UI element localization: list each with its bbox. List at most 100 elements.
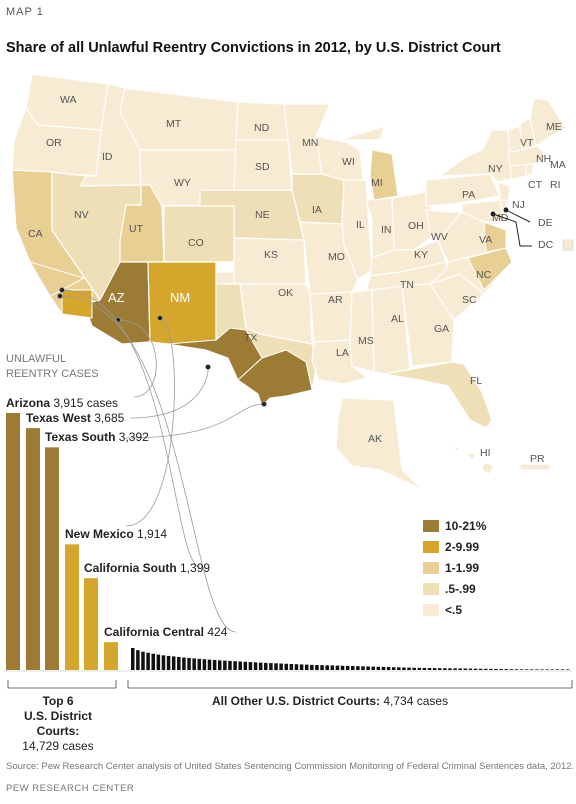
other-bars [131,648,570,670]
callout-line-6 [59,295,237,633]
state-AK [335,397,425,491]
bar-label-category: Texas West [26,411,91,426]
state-label-dc: DC [538,239,554,251]
bar-label-category: California South [84,561,177,576]
legend-swatch [423,604,439,616]
other-district-bar [320,665,324,670]
state-label-ky: KY [414,249,428,261]
bar-label-arizona: Arizona 3,915 cases [6,396,118,410]
top6-summary: Top 6 U.S. District Courts: 14,729 cases [8,694,108,754]
state-label-hi: HI [480,447,491,459]
other-district-bar [294,664,299,670]
state-label-la: LA [336,347,349,359]
state-label-wy: WY [174,177,191,189]
bar-arizona [6,413,20,670]
other-district-bar [192,658,196,670]
other-district-bar [417,667,422,670]
callout-dot-6 [57,293,63,299]
other-district-bar [386,667,391,670]
state-label-tn: TN [400,279,414,291]
callout-line-4 [125,317,175,527]
legend-swatch [423,562,439,574]
bar-label-value: 3,685 [90,411,125,426]
state-label-me: ME [546,121,562,133]
other-district-bar [171,656,176,670]
state-label-az: AZ [108,290,125,305]
state-label-in: IN [381,224,392,236]
other-district-bar [156,654,161,670]
state-label-ut: UT [129,223,144,235]
source-note: Source: Pew Research Center analysis of … [6,761,575,772]
legend-row-3: .5-.99 [423,582,476,596]
other-district-bar [376,666,381,670]
other-district-bar [530,669,534,670]
legend-row-2: 1-1.99 [423,561,479,575]
state-label-vt: VT [520,137,534,149]
dc-callout-dot [490,211,496,217]
state-label-pr: PR [530,453,545,465]
other-district-bar [223,660,227,670]
bar-label-category: Arizona [6,396,51,410]
state-label-nh: NH [536,153,551,165]
state-label-nv: NV [74,209,89,221]
top6-line1: Top 6 [42,694,74,708]
brand-footer: PEW RESEARCH CENTER [6,783,135,794]
other-district-bar [545,669,549,670]
other-district-bar [228,660,232,670]
state-label-ak: AK [368,433,382,445]
other-district-bar [248,662,253,670]
other-district-bar [356,666,360,670]
other-district-bar [264,662,268,670]
other-district-bar [299,664,304,670]
other-district-bar [478,668,483,670]
other-district-bar [141,651,145,670]
callout-dot-3 [261,401,267,407]
others-bracket [127,680,573,689]
other-district-bar [453,668,457,670]
other-district-bar [243,661,248,670]
other-district-bar [540,669,544,670]
bar-label-new-mexico: New Mexico 1,914 [65,527,167,541]
state-label-ri: RI [550,179,561,191]
other-district-bar [269,663,273,670]
other-district-bar [519,669,524,670]
others-summary: All Other U.S. District Courts: 4,734 ca… [212,694,448,708]
state-label-ct: CT [528,179,543,191]
state-label-mn: MN [302,137,318,149]
state-CO [163,205,235,263]
other-district-bar [284,663,289,670]
other-district-bar [182,657,186,670]
callout-line-1 [117,319,157,398]
legend-label: 10-21% [445,519,487,533]
state-label-nd: ND [254,122,270,134]
bar-label-value: 3,392 [115,430,149,445]
legend-swatch [423,541,439,553]
bar-label-category: New Mexico [65,527,134,542]
other-district-bar [524,669,529,670]
bar-texas-west [26,428,40,670]
state-label-sc: SC [462,294,477,306]
state-label-or: OR [46,137,62,149]
other-district-bar [458,668,462,670]
de-callout-dot [503,207,509,213]
callout-dot-5 [59,287,65,293]
state-label-pa: PA [462,189,475,201]
other-district-bar [197,658,202,670]
other-district-bar [177,656,181,670]
other-district-bar [407,667,411,670]
state-label-nj: NJ [512,199,525,211]
de-callout-line [505,209,531,223]
other-district-bar [131,648,135,670]
state-MS [349,289,375,373]
callout-line-2 [129,366,209,419]
state-HI [451,445,495,475]
other-district-bar [351,666,355,670]
state-label-ms: MS [358,335,374,347]
other-district-bar [504,669,509,670]
state-label-ny: NY [488,163,503,175]
state-label-sd: SD [255,161,270,173]
other-district-bar [340,665,345,670]
other-district-bar [151,653,155,670]
state-label-mt: MT [166,118,182,130]
other-district-bar [448,668,452,670]
